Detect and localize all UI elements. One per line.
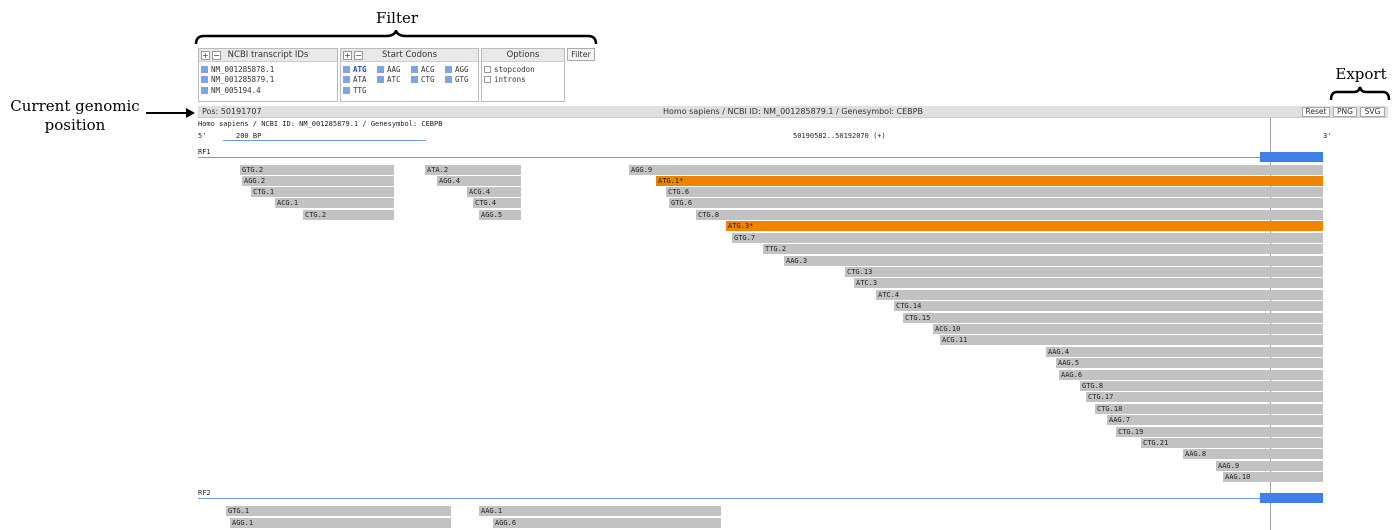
orf-bar[interactable]: ACG.1 [275, 198, 394, 208]
frame-label-rf2: RF2 [198, 489, 211, 497]
remove-codon-button[interactable]: − [354, 51, 363, 60]
svg-export-button[interactable]: SVG [1360, 107, 1385, 117]
genomic-position: Pos: 50191707 [202, 107, 262, 116]
orf-bar[interactable]: AAG.5 [1056, 358, 1323, 368]
orf-bar[interactable]: AGG.4 [437, 176, 521, 186]
remove-transcript-button[interactable]: − [212, 51, 221, 60]
checkbox-icon[interactable] [484, 65, 491, 73]
codon-item[interactable]: CTG [411, 75, 445, 86]
option-stopcodon[interactable]: stopcodon [484, 64, 564, 75]
orf-bar[interactable]: ATC.4 [876, 290, 1323, 300]
orf-bar[interactable]: AGG.6 [493, 518, 721, 528]
orf-bar[interactable]: CTG.1 [251, 187, 394, 197]
toolbar-info: Homo sapiens / NCBI ID: NM_001285879.1 /… [663, 107, 923, 116]
orf-bar[interactable]: CTG.17 [1086, 392, 1323, 402]
orf-bar[interactable]: AGG.2 [242, 176, 394, 186]
orf-bar[interactable]: GTG.7 [732, 233, 1323, 243]
orf-bar[interactable]: AAG.8 [1183, 449, 1323, 459]
export-annotation: Export [1335, 65, 1387, 83]
position-arrow [146, 108, 195, 118]
orf-bar[interactable]: ACG.4 [467, 187, 521, 197]
orf-bar[interactable]: AAG.6 [1059, 370, 1323, 380]
codon-item[interactable]: ATG [343, 64, 377, 75]
coordinate-range: 50190582..50192070 (+) [793, 132, 886, 140]
option-introns[interactable]: introns [484, 75, 564, 86]
orf-bar[interactable]: ATG.1* [656, 176, 1323, 186]
orf-bar[interactable]: ATC.3 [854, 278, 1323, 288]
checkbox-icon[interactable] [484, 76, 491, 84]
orf-bar[interactable]: CTG.18 [1095, 404, 1323, 414]
transcript-item[interactable]: NM_005194.4 [201, 85, 337, 96]
track-header: Homo sapiens / NCBI ID: NM_001285879.1 /… [198, 120, 443, 128]
transcript-item[interactable]: NM_001285878.1 [201, 64, 337, 75]
codon-item[interactable]: ATC [377, 75, 411, 86]
transcript-item[interactable]: NM_001285879.1 [201, 75, 337, 86]
options-panel-title: Options [506, 50, 540, 60]
orf-bar[interactable]: ACG.11 [940, 335, 1323, 345]
orf-bar[interactable]: ACG.10 [933, 324, 1323, 334]
orf-bar[interactable]: AGG.1 [230, 518, 451, 528]
scale-label: 200 BP [236, 132, 262, 140]
orf-bar[interactable]: AAG.4 [1046, 347, 1323, 357]
position-annotation: Current genomic position [10, 97, 140, 134]
orf-bar[interactable]: CTG.13 [845, 267, 1323, 277]
orf-bar[interactable]: ATG.3* [726, 221, 1323, 231]
filter-button[interactable]: Filter [567, 48, 595, 61]
orf-bar[interactable]: CTG.15 [903, 313, 1323, 323]
export-brace [1329, 86, 1391, 101]
scale-bar [223, 140, 426, 141]
orf-bar[interactable]: AGG.5 [479, 210, 521, 220]
orf-bar[interactable]: GTG.8 [1080, 381, 1323, 391]
frame-line-rf1 [198, 157, 1323, 158]
orf-bar[interactable]: CTG.2 [303, 210, 394, 220]
options-panel: Options stopcodon introns [481, 48, 565, 102]
reset-button[interactable]: Reset [1302, 107, 1330, 117]
orf-bar[interactable]: AAG.7 [1107, 415, 1323, 425]
toolbar: Homo sapiens / NCBI ID: NM_001285879.1 /… [198, 106, 1388, 118]
png-export-button[interactable]: PNG [1333, 107, 1357, 117]
exon-block-rf2 [1260, 493, 1323, 503]
transcript-panel-title: NCBI transcript IDs [227, 50, 309, 60]
orf-bar[interactable]: AAG.3 [784, 256, 1323, 266]
orf-bar[interactable]: AAG.9 [1216, 461, 1323, 471]
orf-bar[interactable]: TTG.2 [763, 244, 1323, 254]
orf-bar[interactable]: CTG.6 [666, 187, 1323, 197]
add-codon-button[interactable]: + [343, 51, 352, 60]
orf-bar[interactable]: AGG.9 [629, 165, 1323, 175]
orf-bar[interactable]: GTG.1 [226, 506, 451, 516]
start-codons-panel: + − Start Codons ATG AAG ACG AGG ATA ATC… [340, 48, 479, 102]
frame-label-rf1: RF1 [198, 148, 211, 156]
orf-bar[interactable]: AAG.1 [479, 506, 721, 516]
orf-bar[interactable]: CTG.21 [1141, 438, 1323, 448]
checkbox-icon[interactable] [201, 86, 208, 94]
filter-annotation: Filter [375, 9, 419, 27]
orf-bar[interactable]: CTG.4 [473, 198, 521, 208]
orf-bar[interactable]: CTG.14 [894, 301, 1323, 311]
codon-item[interactable]: ATA [343, 75, 377, 86]
orf-bar[interactable]: AAG.10 [1223, 472, 1323, 482]
orf-bar[interactable]: CTG.8 [696, 210, 1323, 220]
codon-item[interactable]: AAG [377, 64, 411, 75]
orf-bar[interactable]: CTG.19 [1116, 427, 1323, 437]
codon-panel-title: Start Codons [381, 50, 437, 60]
codon-item[interactable]: ACG [411, 64, 445, 75]
three-prime-label: 3' [1323, 132, 1332, 140]
add-transcript-button[interactable]: + [201, 51, 210, 60]
filter-brace [194, 30, 598, 45]
orf-bar[interactable]: ATA.2 [425, 165, 521, 175]
codon-item[interactable]: GTG [445, 75, 479, 86]
codon-item[interactable]: AGG [445, 64, 479, 75]
frame-line-rf2 [198, 498, 1323, 499]
five-prime-label: 5' [198, 132, 207, 140]
codon-item[interactable]: TTG [343, 85, 377, 96]
exon-block-rf1 [1260, 152, 1323, 162]
orf-bar[interactable]: GTG.2 [240, 165, 394, 175]
transcript-ids-panel: + − NCBI transcript IDs NM_001285878.1 N… [198, 48, 338, 102]
checkbox-icon[interactable] [201, 76, 208, 84]
checkbox-icon[interactable] [201, 65, 208, 73]
orf-bar[interactable]: GTG.6 [669, 198, 1323, 208]
